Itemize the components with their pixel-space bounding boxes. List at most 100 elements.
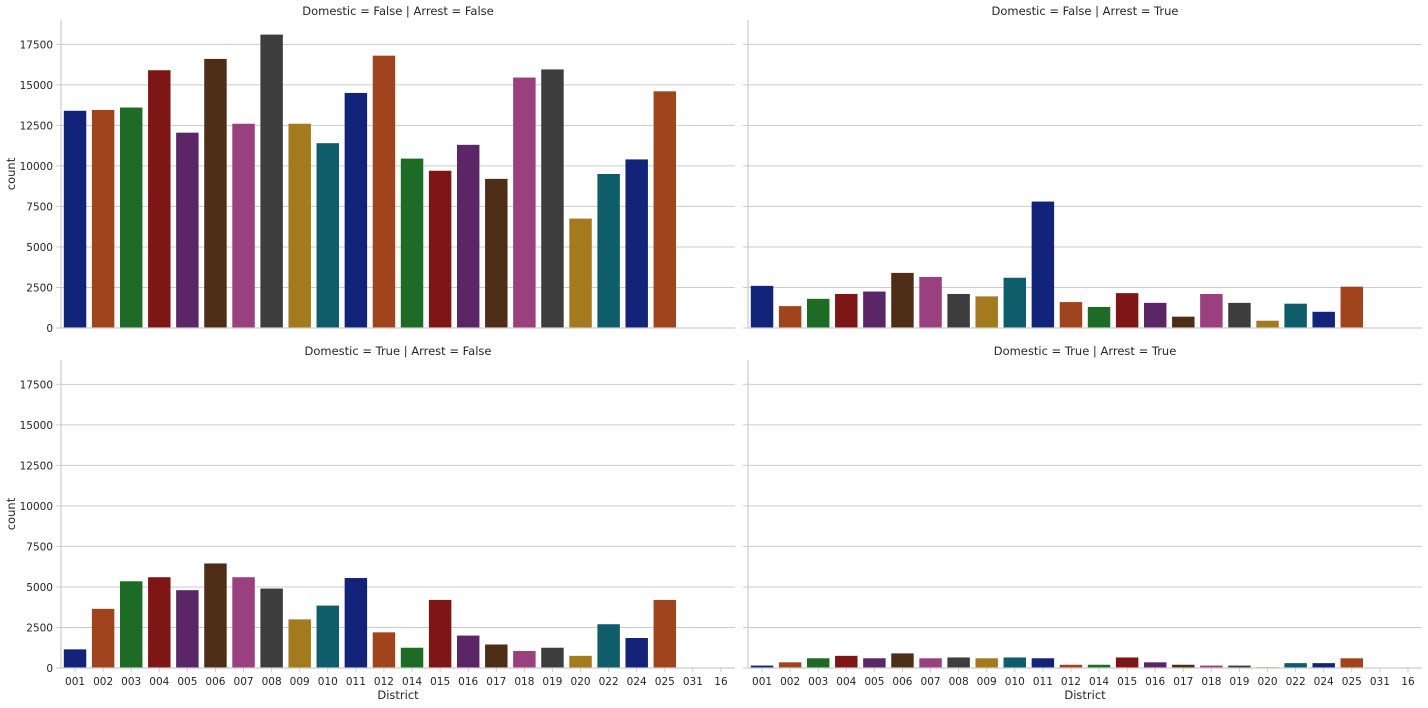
- x-tick-label: 16: [714, 676, 728, 688]
- bar-017: [1172, 316, 1195, 328]
- bar-003: [119, 581, 143, 668]
- facet-title: Domestic = True | Arrest = True: [994, 344, 1177, 358]
- x-tick-label: 011: [1033, 676, 1053, 688]
- bar-024: [625, 159, 648, 328]
- bar-007: [232, 123, 255, 328]
- y-axis-label: count: [4, 157, 18, 190]
- bar-006: [204, 563, 227, 668]
- bar-009: [288, 123, 311, 328]
- bar-016: [1143, 302, 1167, 328]
- x-tick-label: 020: [571, 676, 591, 688]
- x-tick-label: 004: [149, 676, 169, 688]
- x-tick-label: 031: [1370, 676, 1390, 688]
- bar-019: [1228, 302, 1251, 328]
- bar-018: [513, 77, 536, 329]
- bar-007: [232, 577, 255, 668]
- bar-014: [400, 647, 424, 668]
- x-tick-label: 017: [486, 676, 506, 688]
- x-tick-label: 008: [949, 676, 969, 688]
- bar-012: [372, 632, 396, 668]
- bar-004: [148, 70, 171, 329]
- bar-015: [1115, 293, 1139, 328]
- y-tick-label: 0: [46, 323, 53, 335]
- bar-018: [513, 650, 536, 668]
- bar-006: [891, 653, 914, 668]
- y-tick-label: 0: [46, 663, 53, 675]
- y-tick-label: 10000: [20, 501, 53, 513]
- x-axis-label: District: [1064, 688, 1106, 702]
- bar-019: [1228, 665, 1251, 668]
- y-tick-label: 7500: [26, 541, 53, 553]
- x-tick-label: 014: [1089, 676, 1109, 688]
- bar-003: [806, 298, 830, 328]
- bar-025: [653, 91, 677, 328]
- bar-010: [316, 143, 340, 328]
- bar-005: [863, 658, 886, 668]
- bar-020: [569, 655, 592, 668]
- x-tick-label: 010: [1005, 676, 1025, 688]
- x-tick-label: 003: [121, 676, 141, 688]
- bar-012: [1059, 664, 1083, 668]
- y-tick-label: 2500: [26, 282, 53, 294]
- bar-020: [1256, 320, 1279, 328]
- x-axis-label: District: [377, 688, 419, 702]
- x-tick-label: 024: [1314, 676, 1334, 688]
- bar-017: [485, 644, 508, 668]
- y-tick-label: 17500: [20, 39, 53, 51]
- x-tick-label: 016: [458, 676, 478, 688]
- bar-009: [288, 619, 311, 668]
- x-tick-label: 002: [93, 676, 113, 688]
- x-tick-label: 005: [864, 676, 884, 688]
- bar-011: [1031, 201, 1055, 328]
- y-tick-label: 15000: [20, 80, 53, 92]
- bar-001: [750, 665, 774, 668]
- bar-022: [597, 174, 620, 328]
- x-tick-label: 009: [977, 676, 997, 688]
- bar-002: [91, 608, 115, 668]
- bar-008: [260, 588, 283, 668]
- y-axis-label: count: [4, 497, 18, 530]
- x-tick-label: 018: [514, 676, 534, 688]
- x-tick-label: 006: [892, 676, 912, 688]
- bar-022: [1284, 303, 1307, 328]
- x-tick-label: 024: [627, 676, 647, 688]
- bar-010: [1003, 657, 1027, 668]
- bar-005: [863, 291, 886, 328]
- facet-title: Domestic = False | Arrest = False: [302, 4, 493, 18]
- bar-020: [569, 218, 592, 328]
- y-tick-label: 5000: [26, 582, 53, 594]
- bar-014: [1087, 664, 1111, 668]
- bar-019: [541, 647, 564, 668]
- y-tick-label: 12500: [20, 460, 53, 472]
- bar-002: [778, 662, 802, 668]
- bar-009: [975, 658, 998, 668]
- bar-011: [1031, 658, 1055, 668]
- x-tick-label: 012: [374, 676, 394, 688]
- bar-005: [176, 590, 199, 668]
- x-tick-label: 009: [290, 676, 310, 688]
- bar-008: [947, 293, 970, 328]
- bar-010: [316, 605, 340, 668]
- x-tick-label: 015: [430, 676, 450, 688]
- bar-015: [428, 599, 452, 668]
- facet-panel: Domestic = True | Arrest = True 001 002 003…: [743, 344, 1422, 702]
- bar-017: [1172, 664, 1195, 668]
- bar-018: [1200, 665, 1223, 668]
- bar-012: [1059, 302, 1083, 328]
- facet-panel: Domestic = False | Arrest = True: [743, 4, 1422, 329]
- bar-001: [63, 110, 87, 328]
- bar-022: [1284, 663, 1307, 668]
- bar-024: [625, 638, 648, 668]
- bar-007: [919, 658, 942, 668]
- bar-015: [1115, 657, 1139, 668]
- x-tick-label: 16: [1401, 676, 1415, 688]
- x-tick-label: 007: [234, 676, 254, 688]
- facet-title: Domestic = True | Arrest = False: [304, 344, 491, 358]
- bar-014: [400, 158, 424, 328]
- x-tick-label: 019: [1229, 676, 1249, 688]
- x-tick-label: 006: [205, 676, 225, 688]
- x-tick-label: 031: [683, 676, 703, 688]
- bar-002: [91, 109, 115, 329]
- x-tick-label: 015: [1117, 676, 1137, 688]
